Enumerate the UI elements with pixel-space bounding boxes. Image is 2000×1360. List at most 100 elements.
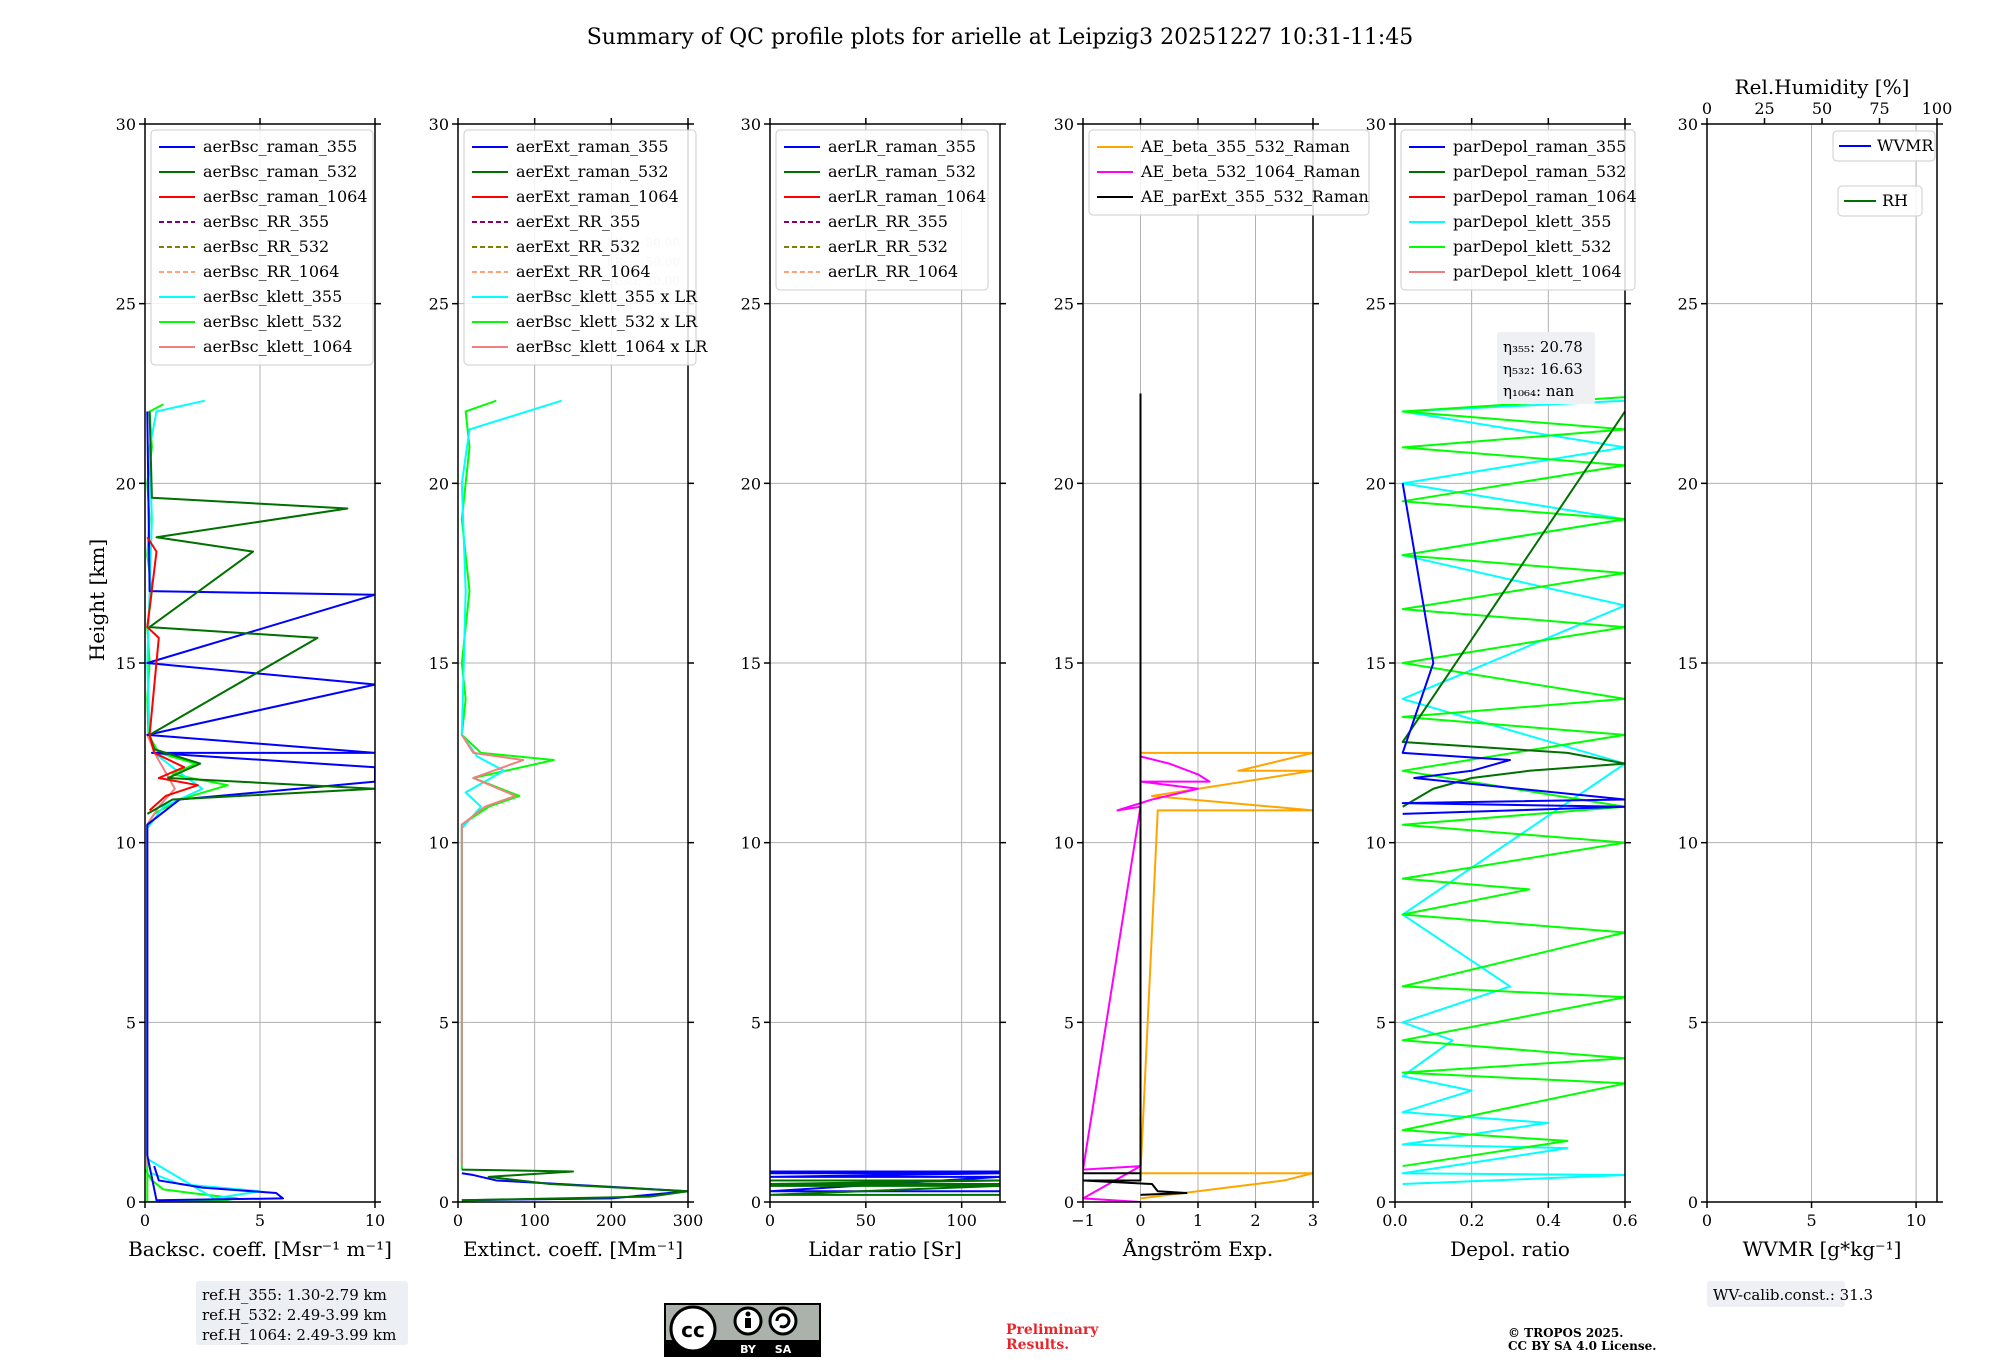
y-tick-label: 0 xyxy=(751,1193,761,1212)
y-tick-label: 5 xyxy=(751,1013,761,1032)
y-tick-label: 10 xyxy=(116,834,136,853)
y-tick-label: 15 xyxy=(741,654,761,673)
y-tick-label: 0 xyxy=(1376,1193,1386,1212)
legend: parDepol_raman_355 parDepol_raman_532 parD… xyxy=(1400,129,1637,291)
legend-label: aerBsc_klett_355 x LR xyxy=(516,287,698,306)
legend-label: aerLR_raman_355 xyxy=(828,137,976,156)
x-axis-label: Depol. ratio xyxy=(1450,1237,1570,1261)
legend-label: aerBsc_klett_532 x LR xyxy=(516,312,698,331)
legend-frame xyxy=(463,129,697,366)
series-group xyxy=(1401,396,1625,1186)
legend: WVMR xyxy=(1832,130,1936,162)
calib-text: WV-calib.const.: 31.3 xyxy=(1713,1286,1873,1304)
legend-label: parDepol_raman_1064 xyxy=(1453,187,1637,206)
cc-sa-text: SA xyxy=(775,1343,792,1356)
series-line xyxy=(146,536,199,812)
x-axis-label: Backsc. coeff. [Msr⁻¹ m⁻¹] xyxy=(128,1237,392,1261)
x-tick-label: 0 xyxy=(1135,1211,1145,1230)
legend-label: aerBsc_klett_1064 x LR xyxy=(516,337,708,356)
y-tick-label: 30 xyxy=(1054,115,1074,134)
legend: aerBsc_raman_355 aerBsc_raman_532 aerBsc_r… xyxy=(150,129,374,366)
y-tick-label: 10 xyxy=(1678,834,1698,853)
legend-label: parDepol_klett_355 xyxy=(1453,212,1611,231)
legend-label: aerBsc_RR_1064 xyxy=(203,262,339,281)
cc-license-logo: cc BY SA xyxy=(664,1303,821,1357)
top-tick-label: 50 xyxy=(1812,99,1832,118)
legend: RH xyxy=(1837,185,1923,217)
top-tick-label: 0 xyxy=(1702,99,1712,118)
y-tick-label: 5 xyxy=(1688,1013,1698,1032)
legend-label: aerBsc_RR_355 xyxy=(203,212,329,231)
panel-bsc: 0 5 10 0 5 10 15 20 25 30 Backsc. coeff. [Msr⁻¹ m⁻… xyxy=(116,115,392,1261)
series-line xyxy=(460,399,562,1167)
x-tick-label: 2 xyxy=(1250,1211,1260,1230)
legend-label: aerBsc_klett_532 xyxy=(203,312,342,331)
y-tick-label: 0 xyxy=(439,1193,449,1212)
copyright-text: © TROPOS 2025. xyxy=(1508,1326,1623,1340)
x-tick-label: 0.6 xyxy=(1612,1211,1637,1230)
legend-label: aerBsc_klett_355 xyxy=(203,287,342,306)
y-tick-label: 20 xyxy=(429,474,449,493)
y-tick-label: 20 xyxy=(1366,474,1386,493)
x-tick-label: 50 xyxy=(856,1211,876,1230)
preliminary-text: Results. xyxy=(1006,1337,1069,1353)
series-line xyxy=(770,1170,1000,1193)
y-tick-label: 20 xyxy=(741,474,761,493)
legend: aerLR_raman_355 aerLR_raman_532 aerLR_rama… xyxy=(775,129,989,291)
x-tick-label: 0 xyxy=(765,1211,775,1230)
y-tick-label: 25 xyxy=(1678,295,1698,314)
legend-label: aerExt_raman_1064 xyxy=(516,187,679,206)
y-tick-label: 20 xyxy=(116,474,136,493)
legend-label: aerLR_RR_1064 xyxy=(828,262,958,281)
legend-label: WVMR xyxy=(1877,136,1934,155)
series-group xyxy=(770,1170,1000,1196)
y-tick-label: 0 xyxy=(1688,1193,1698,1212)
x-tick-label: 0.0 xyxy=(1382,1211,1407,1230)
legend-label: aerLR_RR_532 xyxy=(828,237,948,256)
legend-label: aerExt_raman_355 xyxy=(516,137,669,156)
eta-value: η₁₀₆₄: nan xyxy=(1503,382,1574,400)
legend-label: parDepol_klett_1064 xyxy=(1453,262,1622,281)
refh-line: ref.H_355: 1.30-2.79 km xyxy=(202,1286,387,1304)
series-line xyxy=(770,1179,1000,1196)
top-axis-label: Rel.Humidity [%] xyxy=(1735,75,1910,99)
cc-icon xyxy=(669,1305,717,1353)
refh-line: ref.H_532: 2.49-3.99 km xyxy=(202,1306,387,1324)
legend: aerExt_raman_355 aerExt_raman_532 aerExt_r… xyxy=(463,129,708,366)
legend-label: aerBsc_RR_532 xyxy=(203,237,329,256)
series-line xyxy=(1139,751,1313,1200)
y-tick-label: 0 xyxy=(126,1193,136,1212)
x-axis-label: Lidar ratio [Sr] xyxy=(808,1237,962,1261)
y-tick-label: 30 xyxy=(429,115,449,134)
copyright-text: CC BY SA 4.0 License. xyxy=(1508,1339,1656,1353)
sa-icon xyxy=(768,1306,798,1336)
y-tick-label: 15 xyxy=(1678,654,1698,673)
y-tick-label: 5 xyxy=(439,1013,449,1032)
series-line xyxy=(460,399,555,1170)
x-tick-label: 5 xyxy=(1806,1211,1816,1230)
legend-frame xyxy=(1832,130,1936,162)
y-tick-label: 25 xyxy=(741,295,761,314)
y-tick-label: 30 xyxy=(741,115,761,134)
x-tick-label: 0 xyxy=(140,1211,150,1230)
legend-label: aerBsc_raman_1064 xyxy=(203,187,368,206)
x-tick-label: 300 xyxy=(673,1211,704,1230)
series-line xyxy=(1401,410,1625,808)
top-tick-label: 25 xyxy=(1754,99,1774,118)
x-tick-label: 3 xyxy=(1308,1211,1318,1230)
series-line xyxy=(460,734,525,1167)
legend-frame xyxy=(1088,129,1370,216)
legend-label: aerLR_raman_532 xyxy=(828,162,976,181)
y-tick-label: 10 xyxy=(741,834,761,853)
series-group xyxy=(460,399,688,1202)
legend-label: parDepol_raman_355 xyxy=(1453,137,1626,156)
series-line xyxy=(461,1168,688,1202)
legend-label: AE_beta_532_1064_Raman xyxy=(1140,162,1360,181)
y-tick-label: 5 xyxy=(126,1013,136,1032)
x-tick-label: 0.2 xyxy=(1459,1211,1484,1230)
y-tick-label: 30 xyxy=(116,115,136,134)
series-line xyxy=(1401,483,1625,815)
x-tick-label: 10 xyxy=(1906,1211,1926,1230)
x-axis-label: Extinct. coeff. [Mm⁻¹] xyxy=(463,1237,683,1261)
